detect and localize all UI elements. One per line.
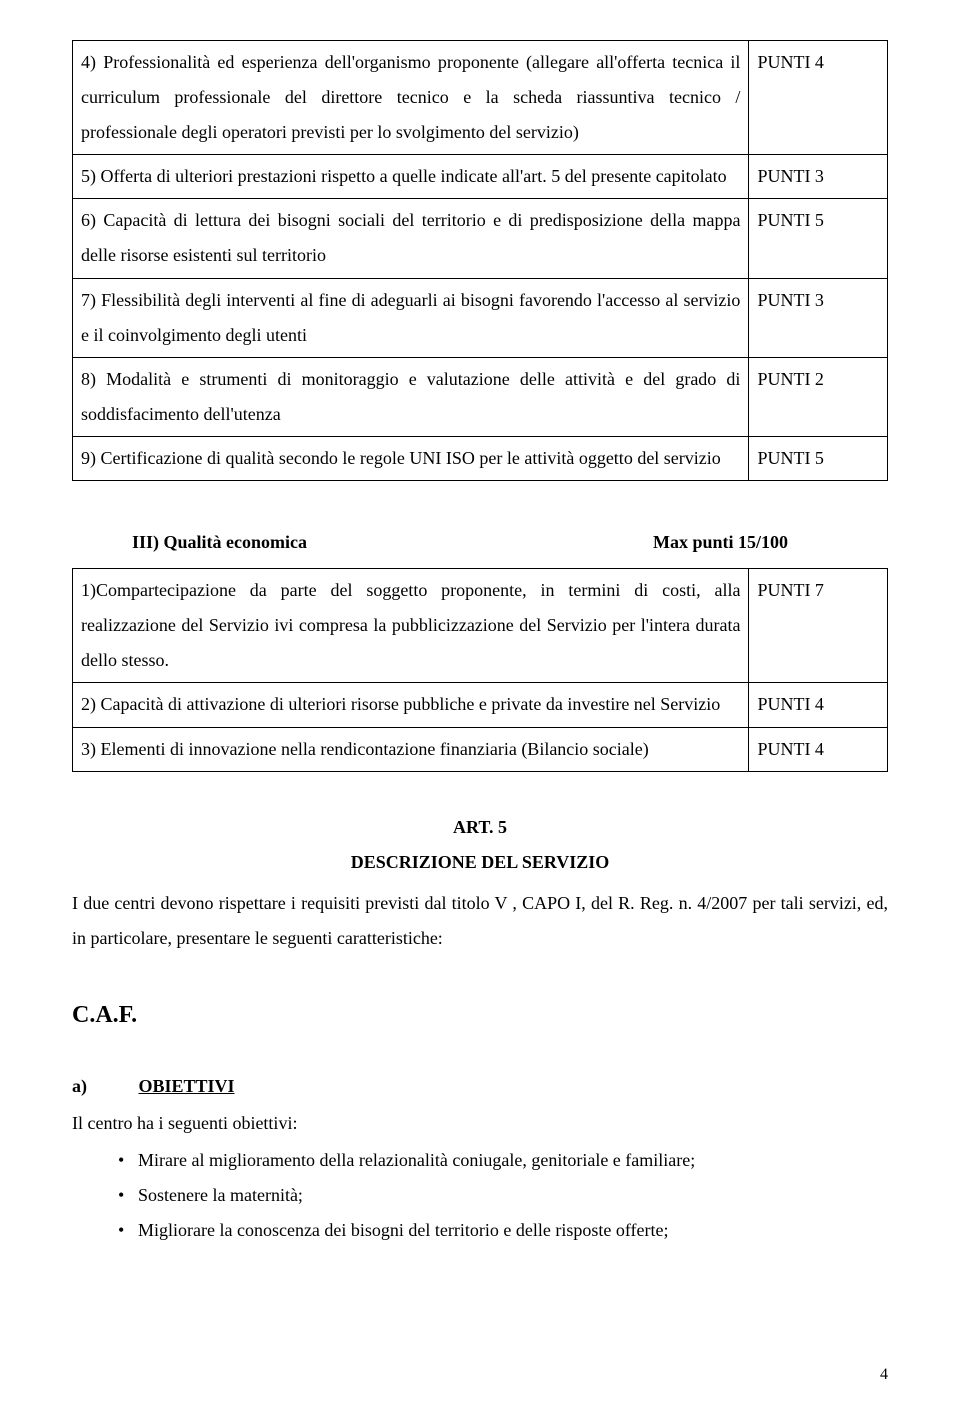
criteria-points: PUNTI 5 — [749, 199, 888, 278]
section-3-maxpoints: Max punti 15/100 — [653, 525, 888, 560]
table-row: 2) Capacità di attivazione di ulteriori … — [73, 683, 888, 727]
table-row: 6) Capacità di lettura dei bisogni socia… — [73, 199, 888, 278]
criteria-points: PUNTI 5 — [749, 436, 888, 480]
section-3-title: III) Qualità economica — [72, 525, 307, 560]
criteria-text: 4) Professionalità ed esperienza dell'or… — [73, 41, 749, 155]
criteria-points: PUNTI 7 — [749, 569, 888, 683]
table-row: 8) Modalità e strumenti di monitoraggio … — [73, 357, 888, 436]
criteria-text: 8) Modalità e strumenti di monitoraggio … — [73, 357, 749, 436]
criteria-points: PUNTI 4 — [749, 683, 888, 727]
article-5-title: ART. 5 — [72, 810, 888, 845]
objectives-list: Mirare al miglioramento della relazional… — [72, 1143, 888, 1248]
criteria-points: PUNTI 3 — [749, 155, 888, 199]
table-row: 4) Professionalità ed esperienza dell'or… — [73, 41, 888, 155]
criteria-table-economic: 1)Compartecipazione da parte del soggett… — [72, 568, 888, 771]
criteria-points: PUNTI 4 — [749, 41, 888, 155]
table-row: 3) Elementi di innovazione nella rendico… — [73, 727, 888, 771]
criteria-text: 3) Elementi di innovazione nella rendico… — [73, 727, 749, 771]
objectives-heading: a) OBIETTIVI — [72, 1069, 888, 1104]
criteria-points: PUNTI 4 — [749, 727, 888, 771]
criteria-text: 7) Flessibilità degli interventi al fine… — [73, 278, 749, 357]
table-row: 1)Compartecipazione da parte del soggett… — [73, 569, 888, 683]
criteria-text: 9) Certificazione di qualità secondo le … — [73, 436, 749, 480]
criteria-table-quality: 4) Professionalità ed esperienza dell'or… — [72, 40, 888, 481]
list-item: Migliorare la conoscenza dei bisogni del… — [118, 1213, 888, 1248]
objectives-letter: a) — [72, 1069, 134, 1104]
objectives-intro: Il centro ha i seguenti obiettivi: — [72, 1106, 888, 1141]
criteria-points: PUNTI 2 — [749, 357, 888, 436]
article-5-subtitle: DESCRIZIONE DEL SERVIZIO — [72, 845, 888, 880]
page-number: 4 — [880, 1359, 888, 1390]
list-item: Sostenere la maternità; — [118, 1178, 888, 1213]
table-row: 5) Offerta di ulteriori prestazioni risp… — [73, 155, 888, 199]
section-3-heading: III) Qualità economica Max punti 15/100 — [72, 525, 888, 560]
caf-heading: C.A.F. — [72, 992, 888, 1039]
criteria-text: 2) Capacità di attivazione di ulteriori … — [73, 683, 749, 727]
criteria-points: PUNTI 3 — [749, 278, 888, 357]
article-5-paragraph: I due centri devono rispettare i requisi… — [72, 886, 888, 956]
criteria-text: 1)Compartecipazione da parte del soggett… — [73, 569, 749, 683]
criteria-text: 6) Capacità di lettura dei bisogni socia… — [73, 199, 749, 278]
table-row: 7) Flessibilità degli interventi al fine… — [73, 278, 888, 357]
table-row: 9) Certificazione di qualità secondo le … — [73, 436, 888, 480]
document-page: 4) Professionalità ed esperienza dell'or… — [0, 0, 960, 1414]
objectives-title: OBIETTIVI — [139, 1076, 235, 1096]
list-item: Mirare al miglioramento della relazional… — [118, 1143, 888, 1178]
criteria-text: 5) Offerta di ulteriori prestazioni risp… — [73, 155, 749, 199]
